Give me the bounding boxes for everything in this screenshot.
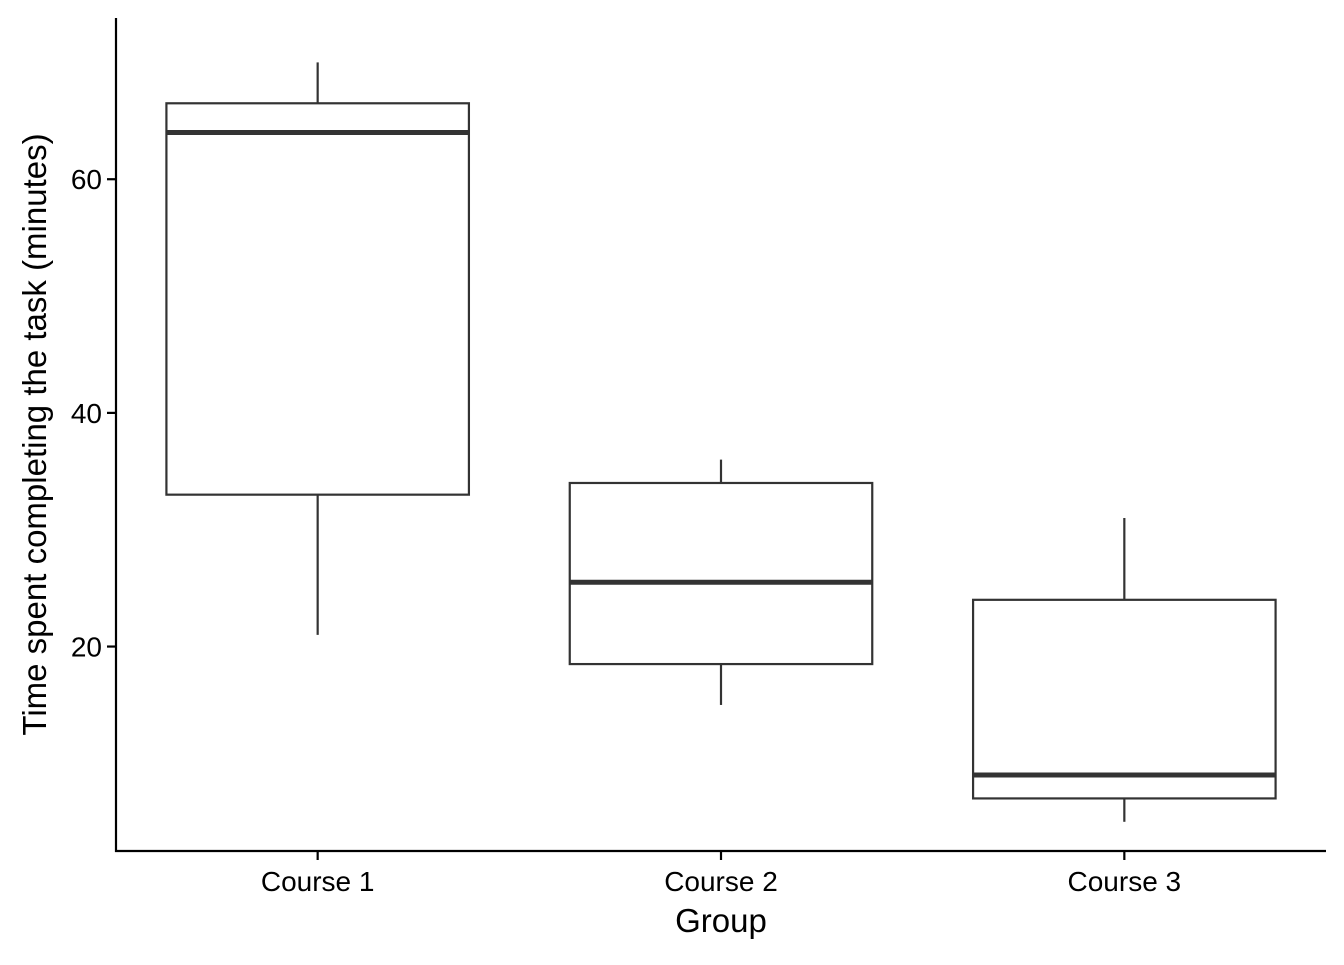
y-axis-title: Time spent completing the task (minutes) [16,133,53,735]
box-course-2 [568,459,874,705]
box-course-1 [165,62,471,635]
y-tick-label: 60 [71,164,102,195]
x-tick-label: Course 3 [1068,866,1182,897]
y-tick-label: 20 [71,632,102,663]
box-course-3 [971,518,1277,822]
boxes-layer [165,62,1277,822]
y-tick-label: 40 [71,398,102,429]
iqr-box [568,481,874,666]
ticks-layer: 20 40 60 Course 1 Course 2 Course 3 [71,164,1181,897]
x-axis-title: Group [675,902,767,939]
x-tick-label: Course 1 [261,866,375,897]
iqr-box [165,102,471,496]
x-tick-label: Course 2 [664,866,778,897]
iqr-box [971,598,1277,800]
